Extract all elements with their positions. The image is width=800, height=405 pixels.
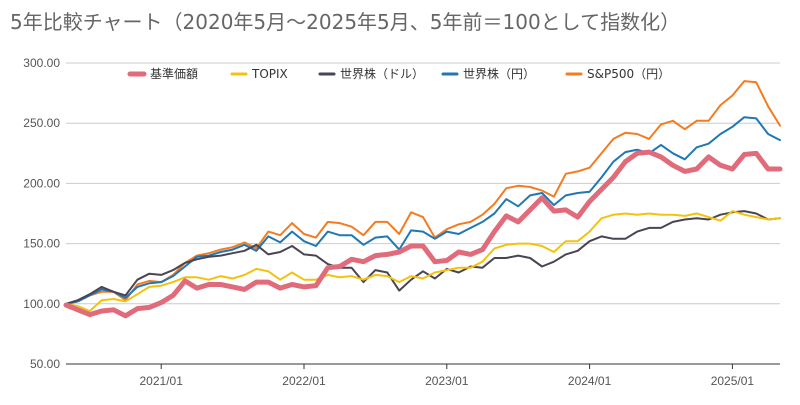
y-tick-label: 300.00 bbox=[23, 56, 60, 70]
x-tick-label: 2022/01 bbox=[282, 374, 326, 388]
y-tick-label: 250.00 bbox=[23, 116, 60, 130]
series-line-0 bbox=[63, 149, 783, 319]
y-tick-label: 150.00 bbox=[23, 237, 60, 251]
legend-label: TOPIX bbox=[251, 67, 288, 81]
legend-label: 基準価額 bbox=[150, 66, 198, 81]
chart-title: 5年比較チャート（2020年5月～2025年5月、5年前＝100として指数化） bbox=[10, 10, 681, 34]
y-tick-label: 50.00 bbox=[30, 357, 60, 371]
y-tick-label: 200.00 bbox=[23, 176, 60, 190]
x-tick-label: 2023/01 bbox=[425, 374, 469, 388]
legend-label: S&P500（円） bbox=[587, 67, 670, 81]
series-line-2 bbox=[65, 210, 781, 305]
x-tick-label: 2025/01 bbox=[711, 374, 755, 388]
series-lines bbox=[63, 80, 783, 319]
y-tick-label: 100.00 bbox=[23, 297, 60, 311]
grid bbox=[66, 62, 780, 365]
legend: 基準価額 TOPIX 世界株（ドル） 世界株（円） S&P500（円） bbox=[127, 66, 670, 81]
x-tick-label: 2024/01 bbox=[568, 374, 612, 388]
legend-label: 世界株（円） bbox=[463, 66, 535, 81]
x-tick-label: 2021/01 bbox=[140, 374, 184, 388]
series-line-3 bbox=[65, 116, 781, 305]
axes: 50.00 100.00 150.00 200.00 250.00 300.00 2021/… bbox=[23, 56, 780, 388]
series-line-1 bbox=[65, 210, 781, 312]
legend-label: 世界株（ドル） bbox=[340, 66, 424, 81]
